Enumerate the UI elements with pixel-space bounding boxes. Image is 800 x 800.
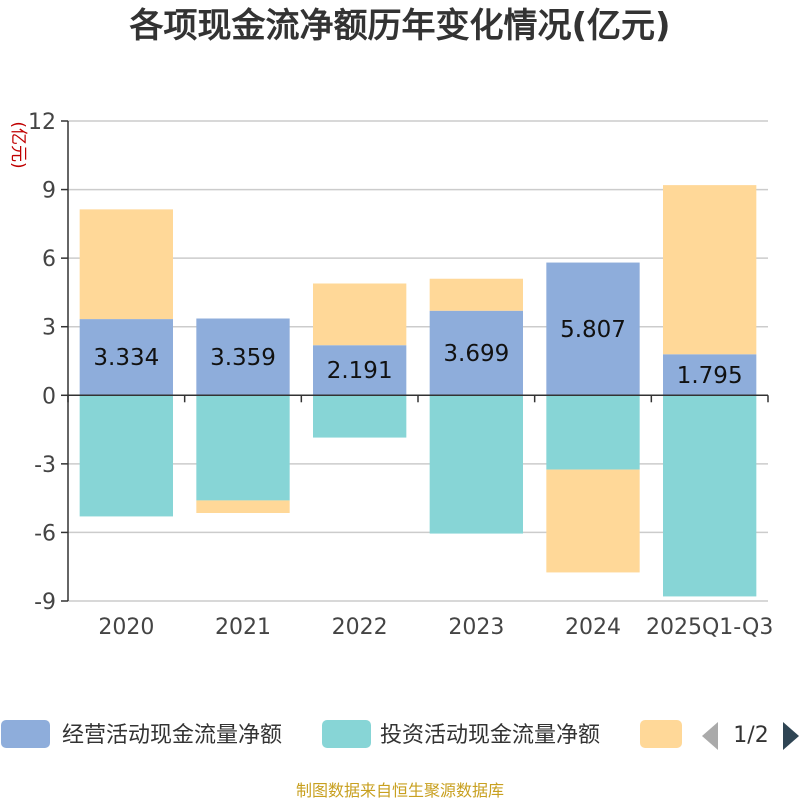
- bar-2020-series-1: [79, 395, 173, 517]
- bar-2024-series-2: [546, 469, 640, 573]
- data-label-2022: 2.191: [327, 358, 393, 384]
- y-tick-label: 0: [42, 384, 56, 409]
- bar-2024-series-1: [546, 395, 640, 470]
- bar-2022-series-0: [313, 345, 407, 396]
- legend-label-investing[interactable]: 投资活动现金流量净额: [380, 723, 600, 748]
- legend-prev-page-icon[interactable]: [702, 722, 718, 750]
- legend-page-indicator: 1/2: [733, 723, 768, 748]
- x-tick-label-2021: 2021: [215, 615, 271, 640]
- x-tick-label-2022: 2022: [332, 615, 388, 640]
- x-tick-label-2020: 2020: [98, 615, 154, 640]
- y-tick-label: 6: [42, 247, 56, 272]
- legend-next-page-icon[interactable]: [783, 722, 799, 750]
- x-tick-label-2024: 2024: [565, 615, 621, 640]
- bar-2020-series-2: [79, 209, 173, 320]
- y-axis-unit-label: (亿元): [8, 121, 28, 168]
- data-label-2025Q1-Q3: 1.795: [677, 363, 743, 389]
- y-tick-label: 12: [28, 110, 56, 135]
- legend: 经营活动现金流量净额 投资活动现金流量净额 1/2: [1, 720, 799, 750]
- legend-swatch-investing[interactable]: [322, 720, 371, 748]
- bar-2022-series-2: [313, 283, 407, 346]
- x-tick-label-2025Q1-Q3: 2025Q1-Q3: [646, 615, 773, 640]
- bar-2022-series-1: [313, 395, 407, 438]
- bar-2023-series-0: [429, 310, 523, 396]
- y-tick-label: 9: [42, 179, 56, 204]
- y-tick-label: -6: [34, 521, 56, 546]
- bar-2024-series-0: [546, 262, 640, 396]
- bar-2023-series-1: [429, 395, 523, 534]
- y-tick-label: 3: [42, 316, 56, 341]
- data-label-2023: 3.699: [443, 341, 509, 367]
- x-tick-label-2023: 2023: [448, 615, 504, 640]
- chart-title: 各项现金流净额历年变化情况(亿元): [129, 6, 670, 46]
- bar-2025Q1-Q3-series-0: [663, 354, 757, 396]
- bar-2021-series-0: [196, 318, 290, 396]
- data-label-2024: 5.807: [560, 317, 626, 343]
- bar-2020-series-0: [79, 319, 173, 396]
- bar-2025Q1-Q3-series-1: [663, 395, 757, 597]
- legend-swatch-operating[interactable]: [1, 720, 50, 748]
- bar-2021-series-1: [196, 395, 290, 501]
- legend-label-operating[interactable]: 经营活动现金流量净额: [62, 723, 282, 748]
- y-tick-label: -3: [34, 453, 56, 478]
- y-tick-label: -9: [34, 590, 56, 615]
- bar-2021-series-2: [196, 500, 290, 513]
- legend-swatch-financing[interactable]: [640, 720, 682, 748]
- data-label-2020: 3.334: [93, 345, 159, 371]
- data-label-2021: 3.359: [210, 345, 276, 371]
- bar-2023-series-2: [429, 278, 523, 311]
- source-note: 制图数据来自恒生聚源数据库: [296, 781, 504, 800]
- bar-2025Q1-Q3-series-2: [663, 185, 757, 355]
